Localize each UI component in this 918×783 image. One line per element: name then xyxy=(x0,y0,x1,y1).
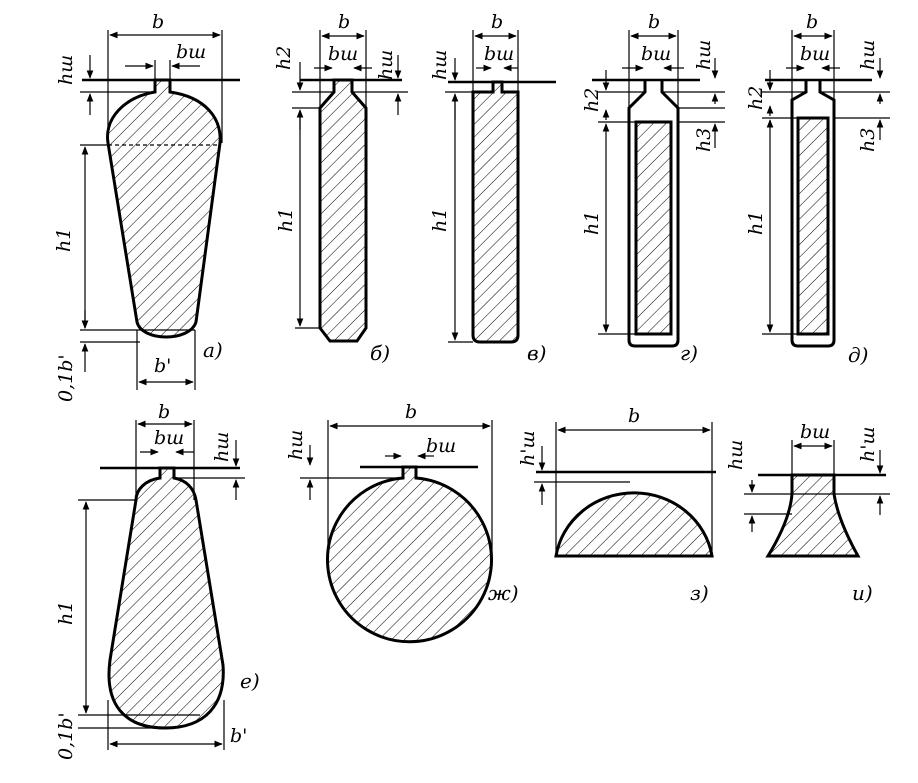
fig-b-bsh-label: bш xyxy=(328,43,358,65)
fig-a-slot-shape xyxy=(106,78,222,339)
fig-b-b-label: b xyxy=(338,11,350,33)
fig-zh-b-label: b xyxy=(405,401,417,423)
fig-d-b-label: b xyxy=(806,11,818,33)
fig-v-slot-shape xyxy=(471,80,520,344)
fig-g-h3-label: h3 xyxy=(693,128,715,152)
figure-zh-round-slot: b bш hш ж) xyxy=(285,401,519,644)
fig-i-slot-shape xyxy=(765,473,861,558)
fig-e-hsh-label: hш xyxy=(211,432,233,462)
figure-e-pear-slot: b bш hш h1 0,1b' b' е) xyxy=(55,401,260,760)
fig-v-b-label: b xyxy=(491,11,503,33)
fig-a-h1-label: h1 xyxy=(53,228,75,252)
fig-i-bsh-label: bш xyxy=(800,421,830,443)
fig-b-h2-label: h2 xyxy=(273,46,295,70)
fig-i-hsh-label: hш xyxy=(725,440,747,470)
fig-b-slot-shape xyxy=(318,78,368,343)
fig-g-caption: г) xyxy=(680,341,698,365)
fig-a-01b-label: 0,1b' xyxy=(55,354,77,402)
fig-g-h1-label: h1 xyxy=(581,211,603,235)
fig-z-slot-shape xyxy=(554,491,714,558)
fig-e-01b-label: 0,1b' xyxy=(55,712,77,760)
fig-b-hsh-label: hш xyxy=(375,50,397,80)
fig-g-hsh-label: hш xyxy=(693,40,715,70)
fig-v-bsh-label: bш xyxy=(484,43,514,65)
fig-e-bsh-label: bш xyxy=(154,427,184,449)
fig-zh-caption: ж) xyxy=(488,581,519,605)
fig-g-b-label: b xyxy=(648,11,660,33)
fig-v-caption: в) xyxy=(527,341,546,365)
figure-d-insulated-slot: b bш hш h3 h2 h1 д) xyxy=(745,11,890,367)
figure-a-pear-slot: b bш hш h1 0,1b' b' а) xyxy=(53,11,240,402)
fig-g-slot-outline xyxy=(627,80,680,348)
figure-v-rectangular-slot: b bш hш h1 в) xyxy=(429,11,556,365)
fig-d-h3-label: h3 xyxy=(857,128,879,152)
fig-zh-slot-shape xyxy=(326,465,493,644)
fig-zh-hsh-label: hш xyxy=(285,430,307,460)
fig-b-caption: б) xyxy=(370,341,390,365)
fig-a-caption: а) xyxy=(203,338,223,362)
fig-g-bsh-label: bш xyxy=(641,43,671,65)
fig-a-bsh-label: bш xyxy=(176,41,206,63)
fig-e-h1-label: h1 xyxy=(55,601,77,625)
fig-b-h1-label: h1 xyxy=(275,208,297,232)
fig-g-conductor xyxy=(634,120,673,336)
fig-d-h2-label: h2 xyxy=(745,86,767,110)
fig-v-hsh-label: hш xyxy=(429,50,451,80)
fig-z-caption: з) xyxy=(690,581,709,605)
fig-e-b-label: b xyxy=(158,401,170,423)
fig-e-bp-label: b' xyxy=(230,725,247,747)
fig-d-conductor xyxy=(796,116,830,336)
fig-a-hsh-label: hш xyxy=(55,55,77,85)
fig-a-b-label: b xyxy=(152,11,164,33)
fig-e-slot-shape xyxy=(107,466,225,730)
fig-d-hsh-label: hш xyxy=(857,40,879,70)
fig-i-hshp-label: h'ш xyxy=(857,427,879,462)
fig-d-slot-outline xyxy=(790,80,836,348)
figure-z-semicircle-slot: b h'ш з) xyxy=(517,405,716,605)
fig-d-bsh-label: bш xyxy=(800,43,830,65)
fig-z-hsh-label: h'ш xyxy=(517,431,539,466)
figure-i-trapezoid-slot: bш hш h'ш и) xyxy=(725,421,890,605)
fig-d-h1-label: h1 xyxy=(745,211,767,235)
fig-zh-bsh-label: bш xyxy=(426,435,456,457)
figure-b-open-slot-chamfer: b bш h2 hш h1 б) xyxy=(273,11,408,365)
fig-g-h2-label: h2 xyxy=(581,88,603,112)
fig-e-caption: е) xyxy=(240,669,260,693)
fig-v-h1-label: h1 xyxy=(429,208,451,232)
fig-d-caption: д) xyxy=(848,343,868,367)
fig-i-caption: и) xyxy=(852,581,873,605)
figure-g-insulated-slot: b bш hш h3 h2 h1 г) xyxy=(581,11,725,365)
fig-z-b-label: b xyxy=(628,405,640,427)
fig-a-bp-label: b' xyxy=(154,355,171,377)
